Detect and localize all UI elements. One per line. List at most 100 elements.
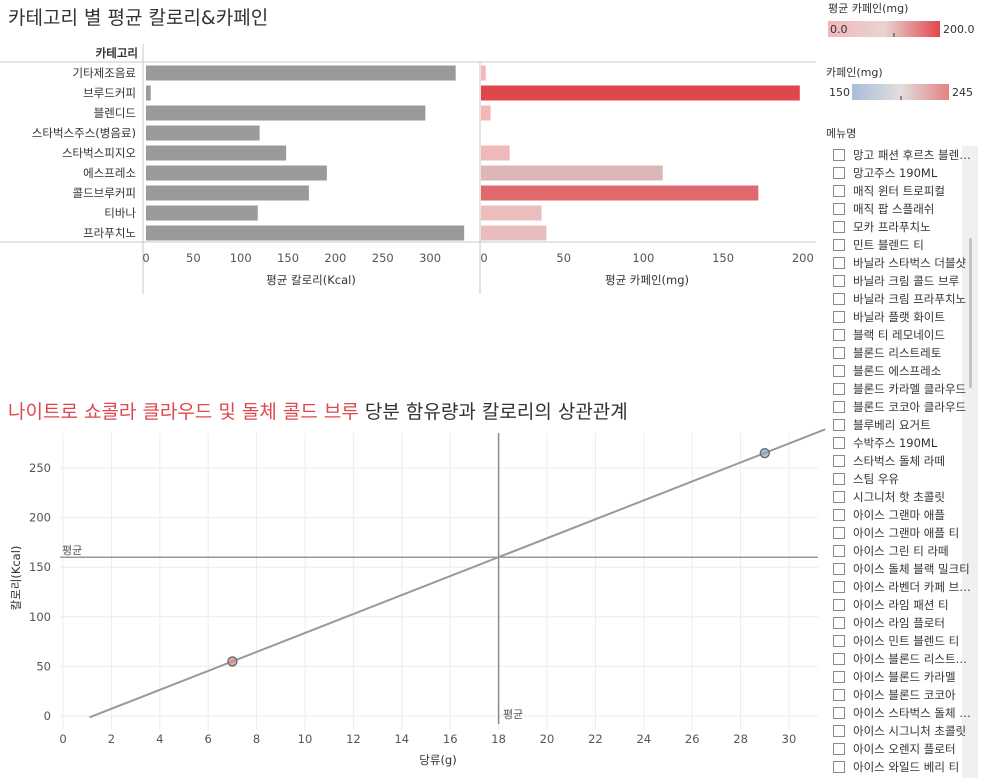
- menu-scrollbar[interactable]: [962, 146, 978, 778]
- menu-filter-item[interactable]: 아이스 라벤더 카페 브레베: [828, 578, 976, 596]
- menu-filter-label: 망고 패션 후르츠 블렌디드: [853, 148, 971, 162]
- menu-filter-item[interactable]: 시그니처 핫 초콜릿: [828, 488, 976, 506]
- menu-filter-checkbox[interactable]: [833, 599, 845, 611]
- menu-filter-checkbox[interactable]: [833, 689, 845, 701]
- menu-filter-checkbox[interactable]: [833, 707, 845, 719]
- legend-caffeine[interactable]: 카페인(mg) 150 245: [826, 66, 973, 100]
- menu-filter-item[interactable]: 수박주스 190ML: [828, 434, 976, 452]
- calorie-bar[interactable]: [146, 165, 327, 181]
- menu-filter-checkbox[interactable]: [833, 743, 845, 755]
- menu-filter-item[interactable]: 아이스 라임 패션 티: [828, 596, 976, 614]
- menu-filter-checkbox[interactable]: [833, 473, 845, 485]
- menu-filter-checkbox[interactable]: [833, 527, 845, 539]
- menu-filter-item[interactable]: 블론드 코코아 클라우드: [828, 398, 976, 416]
- caffeine-bar[interactable]: [481, 85, 800, 101]
- menu-filter-item[interactable]: 매직 윈터 트로피컬: [828, 182, 976, 200]
- calorie-bar[interactable]: [146, 65, 456, 81]
- menu-filter-checkbox[interactable]: [833, 347, 845, 359]
- menu-filter-item[interactable]: 아이스 스타벅스 돌체 라떼: [828, 704, 976, 722]
- menu-filter-checkbox[interactable]: [833, 761, 845, 773]
- calorie-bar[interactable]: [146, 125, 260, 141]
- legend-avg-caffeine[interactable]: 평균 카페인(mg) 0.0 200.0: [828, 2, 975, 37]
- menu-filter-item[interactable]: 매직 팝 스플래쉬: [828, 200, 976, 218]
- menu-filter-checkbox[interactable]: [833, 671, 845, 683]
- menu-filter-item[interactable]: 바닐라 크림 콜드 브루: [828, 272, 976, 290]
- menu-filter-checkbox[interactable]: [833, 185, 845, 197]
- menu-filter-label: 아이스 그린 티 라떼: [853, 544, 949, 558]
- menu-filter-checkbox[interactable]: [833, 437, 845, 449]
- menu-filter-checkbox[interactable]: [833, 419, 845, 431]
- menu-filter-checkbox[interactable]: [833, 203, 845, 215]
- caffeine-bar[interactable]: [481, 165, 663, 181]
- menu-filter-item[interactable]: 망고 패션 후르츠 블렌디드: [828, 146, 976, 164]
- x-tick-label: 8: [253, 732, 260, 746]
- menu-filter-item[interactable]: 바닐라 플랫 화이트: [828, 308, 976, 326]
- calorie-bar[interactable]: [146, 225, 465, 241]
- menu-filter-checkbox[interactable]: [833, 653, 845, 665]
- menu-filter-item[interactable]: 바닐라 스타벅스 더블샷: [828, 254, 976, 272]
- menu-filter-checkbox[interactable]: [833, 329, 845, 341]
- menu-filter-item[interactable]: 아이스 그린 티 라떼: [828, 542, 976, 560]
- menu-filter-item[interactable]: 스타벅스 돌체 라떼: [828, 452, 976, 470]
- menu-filter-item[interactable]: 민트 블렌드 티: [828, 236, 976, 254]
- menu-filter-checkbox[interactable]: [833, 617, 845, 629]
- menu-filter-item[interactable]: 스팀 우유: [828, 470, 976, 488]
- menu-filter-item[interactable]: 아이스 블론드 코코아: [828, 686, 976, 704]
- menu-scrollbar-thumb[interactable]: [969, 238, 972, 388]
- calorie-bar[interactable]: [146, 105, 426, 121]
- menu-filter-item[interactable]: 아이스 와일드 베리 티: [828, 758, 976, 776]
- caffeine-bar[interactable]: [481, 205, 542, 221]
- menu-filter-checkbox[interactable]: [833, 383, 845, 395]
- menu-filter-item[interactable]: 아이스 돌체 블랙 밀크티: [828, 560, 976, 578]
- caffeine-bar[interactable]: [481, 65, 486, 81]
- menu-filter-item[interactable]: 블론드 카라멜 클라우드: [828, 380, 976, 398]
- menu-filter-item[interactable]: 아이스 블론드 카라멜: [828, 668, 976, 686]
- caffeine-bar[interactable]: [481, 145, 510, 161]
- calorie-bar[interactable]: [146, 185, 309, 201]
- menu-filter-checkbox[interactable]: [833, 311, 845, 323]
- menu-filter-item[interactable]: 망고주스 190ML: [828, 164, 976, 182]
- menu-filter-checkbox[interactable]: [833, 221, 845, 233]
- calorie-bar[interactable]: [146, 205, 258, 221]
- menu-filter-label: 블랙 티 레모네이드: [853, 328, 945, 342]
- menu-filter-item[interactable]: 블랙 티 레모네이드: [828, 326, 976, 344]
- menu-filter-item[interactable]: 아이스 그랜마 애플 티: [828, 524, 976, 542]
- menu-filter-item[interactable]: 바닐라 크림 프라푸치노: [828, 290, 976, 308]
- menu-filter-checkbox[interactable]: [833, 167, 845, 179]
- menu-filter-item[interactable]: 아이스 그랜마 애플: [828, 506, 976, 524]
- menu-filter-item[interactable]: 아이스 오렌지 플로터: [828, 740, 976, 758]
- menu-filter-checkbox[interactable]: [833, 239, 845, 251]
- caffeine-bar[interactable]: [481, 225, 547, 241]
- menu-filter-checkbox[interactable]: [833, 401, 845, 413]
- menu-filter-checkbox[interactable]: [833, 725, 845, 737]
- x-tick-label: 12: [346, 732, 361, 746]
- menu-filter-item[interactable]: 블루베리 요거트: [828, 416, 976, 434]
- menu-filter-item[interactable]: 블론드 리스트레토: [828, 344, 976, 362]
- menu-filter-item[interactable]: 아이스 라임 플로터: [828, 614, 976, 632]
- menu-filter-checkbox[interactable]: [833, 509, 845, 521]
- scatter-point[interactable]: [227, 656, 238, 667]
- menu-filter-checkbox[interactable]: [833, 491, 845, 503]
- menu-filter-checkbox[interactable]: [833, 257, 845, 269]
- legend-caffeine-min: 150: [829, 86, 850, 99]
- calorie-bar[interactable]: [146, 145, 287, 161]
- menu-filter-checkbox[interactable]: [833, 293, 845, 305]
- menu-filter-item[interactable]: 블론드 에스프레소: [828, 362, 976, 380]
- menu-filter-item[interactable]: 아이스 블론드 리스트레토: [828, 650, 976, 668]
- menu-filter-checkbox[interactable]: [833, 581, 845, 593]
- menu-filter-item[interactable]: 아이스 민트 블렌드 티: [828, 632, 976, 650]
- menu-filter-label: 아이스 그랜마 애플 티: [853, 526, 960, 540]
- menu-filter-checkbox[interactable]: [833, 149, 845, 161]
- menu-filter-checkbox[interactable]: [833, 365, 845, 377]
- menu-filter-checkbox[interactable]: [833, 455, 845, 467]
- menu-filter-checkbox[interactable]: [833, 545, 845, 557]
- menu-filter-checkbox[interactable]: [833, 635, 845, 647]
- menu-filter-item[interactable]: 아이스 시그니처 초콜릿: [828, 722, 976, 740]
- menu-filter-item[interactable]: 모카 프라푸치노: [828, 218, 976, 236]
- scatter-point[interactable]: [759, 447, 770, 459]
- caffeine-bar[interactable]: [481, 185, 759, 201]
- caffeine-bar[interactable]: [481, 105, 491, 121]
- calorie-bar[interactable]: [146, 85, 151, 101]
- menu-filter-checkbox[interactable]: [833, 563, 845, 575]
- menu-filter-checkbox[interactable]: [833, 275, 845, 287]
